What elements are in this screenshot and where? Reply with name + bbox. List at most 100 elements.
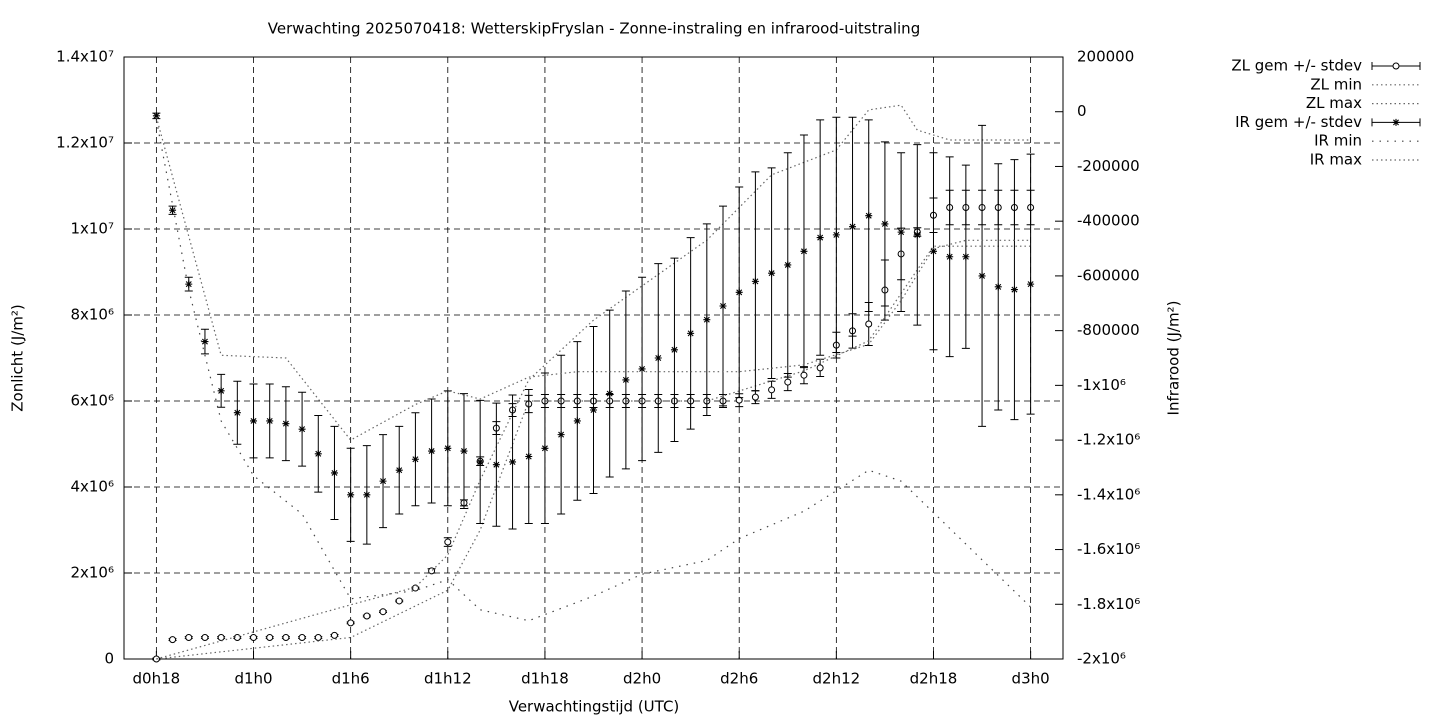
marker bbox=[266, 417, 274, 425]
marker bbox=[314, 634, 322, 641]
marker bbox=[654, 354, 662, 362]
x-axis-label: Verwachtingstijd (UTC) bbox=[509, 698, 680, 716]
marker bbox=[784, 261, 792, 269]
marker bbox=[169, 206, 177, 214]
marker bbox=[444, 444, 452, 452]
marker bbox=[282, 420, 290, 428]
y2-tick-label: -2x10⁶ bbox=[1077, 650, 1126, 668]
x-tick-label: d0h18 bbox=[133, 670, 181, 688]
marker bbox=[832, 231, 840, 239]
y2-tick-label: -1.2x10⁶ bbox=[1077, 431, 1140, 449]
marker bbox=[865, 212, 873, 220]
marker bbox=[395, 466, 403, 474]
marker bbox=[347, 619, 355, 627]
y-tick-label: 1x10⁷ bbox=[70, 220, 114, 238]
marker bbox=[994, 283, 1002, 291]
marker bbox=[751, 277, 759, 285]
marker bbox=[913, 231, 921, 239]
y2-tick-label: -200000 bbox=[1077, 157, 1140, 175]
y2-tick-label: -1.6x10⁶ bbox=[1077, 540, 1140, 558]
marker bbox=[201, 338, 209, 346]
legend-label: IR max bbox=[1310, 151, 1362, 169]
y-axis-label: Zonlicht (J/m²) bbox=[9, 304, 27, 412]
marker bbox=[217, 387, 225, 395]
marker bbox=[946, 253, 954, 261]
marker bbox=[509, 458, 517, 466]
y2-tick-label: -400000 bbox=[1077, 212, 1140, 230]
y2-tick-label: -800000 bbox=[1077, 321, 1140, 339]
y-tick-label: 1.4x10⁷ bbox=[56, 48, 114, 66]
y2-tick-label: -1.8x10⁶ bbox=[1077, 595, 1140, 613]
x-tick-label: d1h12 bbox=[424, 670, 472, 688]
legend-label: ZL max bbox=[1306, 94, 1362, 112]
marker bbox=[816, 234, 824, 242]
marker bbox=[557, 431, 565, 439]
marker bbox=[379, 608, 387, 616]
y-tick-label: 1.2x10⁷ bbox=[56, 134, 114, 152]
marker bbox=[638, 365, 646, 373]
x-tick-label: d1h18 bbox=[521, 670, 569, 688]
plot-border bbox=[123, 56, 1064, 660]
marker bbox=[460, 447, 468, 455]
marker bbox=[784, 378, 792, 386]
marker bbox=[541, 444, 549, 452]
y2-axis-label: Infrarood (J/m²) bbox=[1165, 301, 1183, 416]
x-tick-label: d1h6 bbox=[332, 670, 370, 688]
chart-title: Verwachting 2025070418: WetterskipFrysla… bbox=[268, 20, 920, 38]
marker bbox=[185, 634, 193, 641]
marker bbox=[687, 329, 695, 337]
y2-tick-label: -1.4x10⁶ bbox=[1077, 485, 1140, 503]
y-tick-label: 6x10⁶ bbox=[70, 392, 114, 410]
marker bbox=[751, 393, 759, 401]
marker bbox=[962, 253, 970, 261]
marker bbox=[573, 417, 581, 425]
marker bbox=[703, 316, 711, 324]
marker bbox=[395, 597, 403, 605]
marker bbox=[314, 450, 322, 458]
marker bbox=[897, 228, 905, 236]
marker bbox=[1027, 280, 1035, 288]
marker bbox=[606, 390, 614, 398]
marker bbox=[670, 346, 678, 354]
y-tick-label: 0 bbox=[104, 650, 114, 668]
legend-label: IR gem +/- stdev bbox=[1235, 113, 1362, 131]
marker bbox=[330, 469, 338, 477]
x-tick-label: d2h6 bbox=[720, 670, 758, 688]
marker bbox=[217, 634, 225, 641]
marker bbox=[978, 272, 986, 280]
marker bbox=[185, 280, 193, 288]
marker bbox=[169, 636, 177, 644]
marker bbox=[379, 477, 387, 485]
marker bbox=[233, 409, 241, 417]
legend-label: IR min bbox=[1314, 132, 1362, 150]
marker bbox=[1010, 286, 1018, 294]
marker bbox=[881, 220, 889, 228]
x-tick-label: d1h0 bbox=[234, 670, 272, 688]
marker bbox=[201, 634, 209, 641]
marker bbox=[428, 447, 436, 455]
marker bbox=[444, 538, 452, 546]
marker bbox=[816, 364, 824, 372]
x-tick-label: d2h12 bbox=[813, 670, 861, 688]
marker bbox=[768, 269, 776, 277]
marker bbox=[590, 406, 597, 414]
legend-label: ZL gem +/- stdev bbox=[1231, 57, 1362, 75]
marker bbox=[250, 417, 258, 425]
marker bbox=[476, 458, 484, 466]
y2-tick-label: 200000 bbox=[1077, 48, 1134, 66]
marker bbox=[768, 386, 776, 394]
marker bbox=[330, 631, 338, 639]
marker bbox=[492, 461, 500, 469]
y2-tick-label: 0 bbox=[1077, 102, 1087, 120]
marker bbox=[865, 320, 873, 328]
marker bbox=[250, 634, 258, 641]
marker bbox=[929, 247, 937, 255]
marker bbox=[152, 112, 160, 120]
legend-marker bbox=[1392, 62, 1400, 70]
marker bbox=[800, 371, 808, 379]
marker bbox=[622, 376, 630, 384]
legend-marker bbox=[1392, 118, 1400, 126]
y-tick-label: 2x10⁶ bbox=[70, 564, 114, 582]
marker bbox=[735, 288, 743, 296]
x-tick-label: d2h0 bbox=[623, 670, 661, 688]
